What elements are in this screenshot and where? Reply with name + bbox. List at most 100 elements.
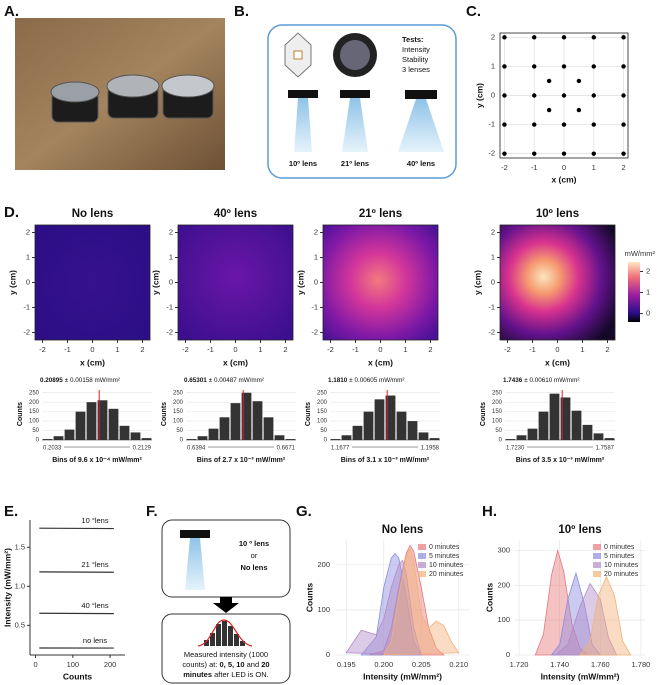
x-tick-label: 0 xyxy=(555,345,559,354)
edge-label: 1.1677 xyxy=(331,446,350,452)
x-tick-label: -2 xyxy=(501,163,508,172)
legend-swatch xyxy=(593,571,601,577)
x-tick-label: 200 xyxy=(104,660,117,669)
x-tick-label: 1.720 xyxy=(510,660,529,669)
x-tick-label: -2 xyxy=(182,345,189,354)
legend-label: 5 minutes xyxy=(429,553,460,560)
y-tick-label: 100 xyxy=(173,419,184,425)
point xyxy=(591,35,596,40)
map-title: 40º lens xyxy=(214,208,257,220)
point xyxy=(591,64,596,69)
tests-title: Tests: xyxy=(402,35,424,44)
lens-objects xyxy=(50,74,215,123)
photo xyxy=(15,18,225,170)
point xyxy=(561,35,567,40)
x-axis-label: Bins of 2.7 x 10⁻³ mW/mm² xyxy=(197,457,286,464)
histogram-bar xyxy=(64,429,75,440)
spread: ± 0.00158 mW/mm² xyxy=(65,377,120,384)
y-tick-label: 0 xyxy=(324,438,328,444)
y-tick-label: 50 xyxy=(176,428,183,434)
mean: 0.65301 xyxy=(184,377,207,384)
y-tick-label: 2 xyxy=(491,227,495,236)
y-tick-label: 1 xyxy=(491,252,495,261)
led xyxy=(293,50,303,60)
y-axis-label: Counts xyxy=(480,402,487,426)
legend-label: 0 minutes xyxy=(604,544,635,551)
y-tick-label: 2 xyxy=(491,32,495,41)
y-tick-label: 0 xyxy=(180,438,184,444)
beam xyxy=(185,538,205,590)
y-tick-label: -1 xyxy=(488,302,495,311)
heatmap xyxy=(323,225,438,340)
y-tick-label: 50 xyxy=(32,428,39,434)
x-axis-label: Intensity (mW/mm²) xyxy=(541,671,620,681)
x-tick-label: -2 xyxy=(39,345,46,354)
y-axis-label: y (cm) xyxy=(7,270,17,295)
mini-bar xyxy=(222,621,227,646)
histogram-bar xyxy=(130,432,141,440)
caption-part: minutes xyxy=(183,670,212,679)
x-tick-label: 0.195 xyxy=(337,660,356,669)
y-tick-label: 150 xyxy=(492,409,503,415)
x-tick-label: 2 xyxy=(621,163,625,172)
series-label: 21 °lens xyxy=(81,560,108,569)
panel-label: H. xyxy=(482,503,497,520)
y-tick-label: 2 xyxy=(169,227,173,236)
y-tick-label: 200 xyxy=(497,580,510,589)
x-axis-label: x (cm) xyxy=(223,357,248,367)
point xyxy=(546,107,552,113)
histogram-bar xyxy=(285,439,296,440)
x-tick-label: 100 xyxy=(67,660,80,669)
point xyxy=(561,64,567,69)
x-tick-label: -1 xyxy=(64,345,71,354)
x-tick-label: 1.780 xyxy=(632,660,651,669)
heatmap xyxy=(35,225,150,340)
legend-swatch xyxy=(593,562,601,568)
density-area xyxy=(534,548,590,656)
y-tick-label: 0 xyxy=(169,277,173,286)
chart-title: 10º lens xyxy=(558,524,601,536)
histogram-bar xyxy=(352,425,363,440)
y-tick-label: -2 xyxy=(23,327,30,336)
legend-label: 10 minutes xyxy=(429,562,464,569)
y-tick-label: 0 xyxy=(36,438,40,444)
y-tick-label: 200 xyxy=(173,400,184,406)
y-axis-label: Counts xyxy=(484,583,494,613)
lens xyxy=(180,530,210,538)
legend-label: 0 minutes xyxy=(429,544,460,551)
lens xyxy=(405,90,437,99)
y-tick-label: 250 xyxy=(492,390,503,396)
x-tick-label: 0 xyxy=(562,163,566,172)
x-axis-label: x (cm) xyxy=(80,357,105,367)
histogram-bar xyxy=(374,399,385,440)
histogram-bar xyxy=(385,395,396,440)
density-area xyxy=(579,575,632,656)
tests-item: Intensity xyxy=(402,45,430,54)
histogram-bar xyxy=(219,417,230,440)
histogram-bar xyxy=(141,438,152,440)
x-tick-label: -1 xyxy=(352,345,359,354)
y-tick-label: 200 xyxy=(492,400,503,406)
mini-bar xyxy=(240,641,245,646)
map-title: 21º lens xyxy=(359,208,402,220)
mini-bar xyxy=(204,640,209,646)
point xyxy=(532,64,537,69)
edge-label: 0.6671 xyxy=(277,446,296,452)
x-tick-label: 2 xyxy=(283,345,287,354)
histogram-bar xyxy=(418,432,429,440)
series-label: no lens xyxy=(83,636,107,645)
point xyxy=(546,78,552,84)
histogram-bar xyxy=(330,439,341,440)
caption-part: 0, 5, 10 xyxy=(220,660,245,669)
colorbar-tick-label: 2 xyxy=(646,266,650,275)
series-label: 40 °lens xyxy=(81,601,108,610)
y-tick-label: 1 xyxy=(491,61,495,70)
histogram-bar xyxy=(263,417,274,440)
y-tick-label: 100 xyxy=(492,419,503,425)
point xyxy=(561,122,567,127)
plot-frame xyxy=(177,224,294,341)
y-axis-label: y (cm) xyxy=(150,270,160,295)
y-tick-label: 0 xyxy=(314,277,318,286)
beam xyxy=(398,99,444,152)
